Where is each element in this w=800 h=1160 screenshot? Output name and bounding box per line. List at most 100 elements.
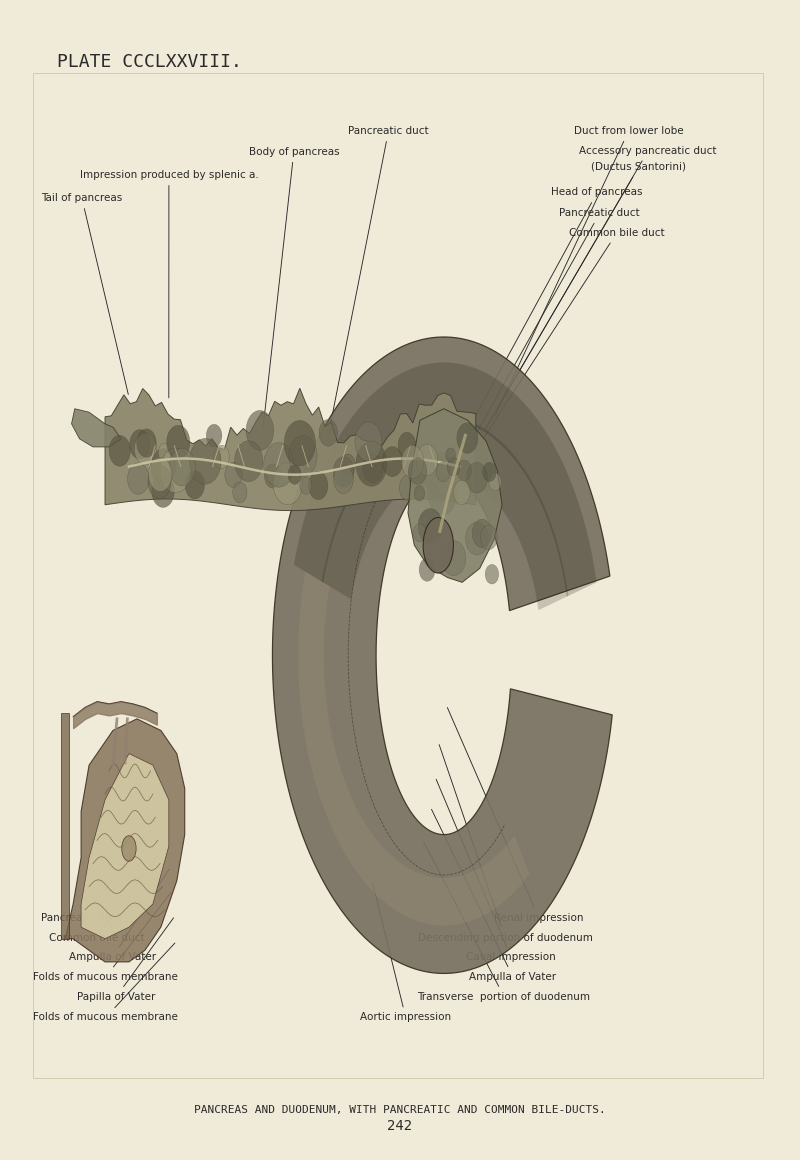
Circle shape (190, 438, 221, 484)
Circle shape (409, 458, 426, 484)
Circle shape (263, 443, 294, 487)
Circle shape (300, 477, 312, 494)
Circle shape (225, 463, 242, 487)
Circle shape (482, 462, 496, 481)
Circle shape (466, 522, 489, 554)
Circle shape (319, 420, 338, 447)
Circle shape (426, 459, 453, 499)
Text: Ampulla of Vater: Ampulla of Vater (431, 810, 557, 981)
Circle shape (442, 541, 466, 575)
Circle shape (288, 465, 302, 484)
Ellipse shape (423, 517, 454, 573)
Text: Accessory pancreatic duct: Accessory pancreatic duct (485, 146, 717, 429)
Circle shape (340, 454, 355, 477)
Polygon shape (71, 408, 121, 447)
Circle shape (214, 445, 230, 469)
Circle shape (457, 461, 471, 480)
Circle shape (399, 476, 417, 501)
Circle shape (334, 457, 354, 487)
Circle shape (152, 474, 174, 507)
Circle shape (481, 525, 498, 550)
Circle shape (416, 444, 438, 476)
Circle shape (166, 426, 190, 459)
Circle shape (419, 558, 435, 581)
Text: 242: 242 (387, 1119, 413, 1133)
Polygon shape (81, 754, 169, 938)
Polygon shape (294, 362, 597, 596)
Circle shape (414, 523, 426, 542)
Circle shape (284, 420, 315, 466)
Text: Head of pancreas: Head of pancreas (473, 187, 643, 420)
Circle shape (439, 543, 452, 561)
Circle shape (382, 447, 402, 477)
Circle shape (273, 462, 302, 505)
Circle shape (435, 465, 458, 498)
Text: Common bile duct: Common bile duct (50, 846, 164, 943)
Polygon shape (65, 719, 185, 962)
Circle shape (160, 448, 191, 493)
Circle shape (418, 508, 442, 544)
Text: Common bile duct: Common bile duct (462, 227, 665, 471)
Circle shape (170, 448, 195, 486)
Circle shape (234, 441, 262, 481)
Circle shape (265, 464, 281, 488)
Text: Pancreatic duct: Pancreatic duct (466, 208, 640, 450)
Text: Renal impression: Renal impression (447, 708, 583, 923)
Polygon shape (105, 389, 476, 510)
Circle shape (489, 473, 502, 491)
Circle shape (485, 565, 498, 583)
Text: (Ductus Santorini): (Ductus Santorini) (485, 162, 686, 429)
Circle shape (466, 463, 487, 493)
Circle shape (246, 411, 274, 450)
Circle shape (151, 449, 176, 485)
Ellipse shape (122, 835, 136, 861)
Circle shape (472, 520, 492, 548)
Circle shape (432, 452, 451, 480)
Text: Descending portion of duodenum: Descending portion of duodenum (418, 745, 593, 943)
Circle shape (158, 443, 171, 462)
Text: Aortic impression: Aortic impression (360, 884, 451, 1022)
Text: Tail of pancreas: Tail of pancreas (42, 193, 128, 394)
Circle shape (446, 448, 455, 462)
Text: Caval impression: Caval impression (436, 780, 556, 963)
Circle shape (454, 480, 470, 505)
Text: Transverse  portion of duodenum: Transverse portion of duodenum (418, 842, 590, 1001)
Circle shape (436, 464, 458, 495)
Text: Body of pancreas: Body of pancreas (249, 147, 339, 427)
Polygon shape (61, 713, 69, 938)
Text: Pancreatic duct: Pancreatic duct (42, 822, 159, 923)
Text: PLATE CCCLXXVIII.: PLATE CCCLXXVIII. (57, 53, 242, 72)
Text: Ampulla of Vater: Ampulla of Vater (69, 869, 169, 963)
Circle shape (457, 422, 478, 454)
Text: PANCREAS AND DUODENUM, WITH PANCREATIC AND COMMON BILE-DUCTS.: PANCREAS AND DUODENUM, WITH PANCREATIC A… (194, 1104, 606, 1115)
Circle shape (334, 465, 354, 493)
Circle shape (148, 465, 171, 499)
Circle shape (447, 457, 460, 476)
Text: Papilla of Vater: Papilla of Vater (77, 918, 174, 1001)
Text: Impression produced by splenic a.: Impression produced by splenic a. (79, 171, 258, 398)
Circle shape (402, 445, 424, 478)
Text: Pancreatic duct: Pancreatic duct (327, 126, 429, 441)
Text: Folds of mucous membrane: Folds of mucous membrane (34, 943, 178, 1022)
Circle shape (137, 429, 156, 457)
Circle shape (109, 435, 130, 466)
Circle shape (408, 461, 427, 488)
Circle shape (134, 433, 156, 465)
Circle shape (233, 483, 247, 502)
Polygon shape (322, 416, 568, 610)
Circle shape (309, 472, 328, 500)
Polygon shape (298, 572, 530, 926)
Circle shape (428, 472, 457, 515)
Circle shape (149, 457, 172, 492)
Circle shape (436, 462, 450, 481)
Circle shape (206, 425, 222, 447)
Circle shape (414, 486, 425, 501)
Circle shape (289, 435, 317, 477)
Circle shape (185, 471, 205, 499)
Polygon shape (408, 408, 502, 582)
Text: Duct from lower lobe: Duct from lower lobe (495, 126, 683, 415)
Circle shape (127, 463, 149, 494)
Circle shape (398, 433, 416, 458)
Circle shape (356, 441, 387, 486)
Circle shape (363, 454, 383, 483)
